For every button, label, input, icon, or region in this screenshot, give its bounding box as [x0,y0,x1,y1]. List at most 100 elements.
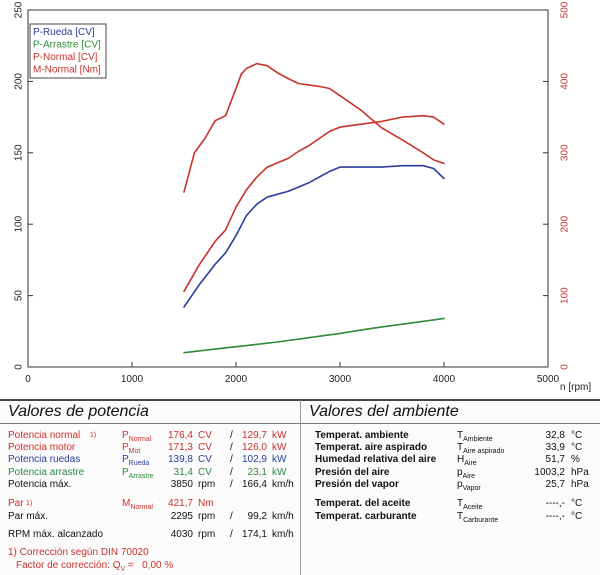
environment-panel-title: Valores del ambiente [309,403,459,420]
power-row-separator: / [230,442,233,454]
environment-row: Humedad relativa del aire HAire 51,7% [301,453,600,467]
y-right-tick-label: 200 [560,215,571,232]
footnote-marker: 1) [26,500,33,507]
power-row-label: Potencia motor [8,442,76,454]
power-row: Potencia motor PMot 171,3 CV / 126,0 kW [0,441,300,455]
par-max-value2: 99,2 [247,511,267,522]
environment-row-unit: °C [571,430,583,441]
symbol-subscript: Normal [130,504,153,511]
series-line-2 [183,114,445,293]
power-row-unit2: km/h [272,478,294,490]
symbol-subscript: Ambiente [463,436,493,443]
environment-row-symbol: TAmbiente [457,429,493,446]
par-max-unit2: km/h [272,511,294,522]
environment-row-label: Presión del aire [315,466,390,478]
x-axis-label: n [rpm] [560,382,591,393]
plot-frame [27,9,549,368]
power-row-unit2: kW [272,442,287,454]
environment-row-label: Temperat. aire aspirado [315,442,428,454]
power-row: Potencia arrastre PArrastre 31,4 CV / 23,1 kW [0,466,300,480]
legend-entry: P-Arrastre [CV] [33,40,101,51]
symbol-subscript: Normal [128,436,152,443]
power-row-unit: CV [198,442,212,454]
environment-row-symbol: TAire aspirado [457,441,504,458]
symbol-subscript: Aire [464,460,477,468]
y-left-tick-label: 250 [14,1,25,18]
environment-row-value: 1003,2 [534,466,565,478]
power-row-value2: 23,1 [247,466,267,478]
environment-row: Presión del vapor pVapor 25,7 hPa [301,478,600,492]
power-row-symbol: PRueda [122,453,149,470]
rpm-max-value: 4030 [170,529,193,540]
symbol-subscript: Aire aspirado [463,448,505,456]
x-tick-label: 5000 [537,374,560,385]
power-row-unit: CV [198,454,212,466]
par-unit: Nm [198,498,214,509]
correction-factor-value: = 0,00 % [125,560,174,571]
y-right-tick-label: 0 [560,364,571,370]
par-row: Par 1) MNormal 421,7 Nm [0,497,300,511]
environment-row: Temperat. del aceite TAceite ----,- °C [301,497,600,511]
symbol-letter: M [122,498,131,509]
power-row-label: Potencia ruedas [8,454,81,466]
power-row-label: Potencia normal [8,430,81,441]
symbol-subscript: Rueda [128,460,150,468]
y-left-tick-label: 0 [14,364,25,370]
x-tick-label: 3000 [329,374,352,385]
environment-row-value: 33,9 [545,442,565,454]
environment-row-symbol: HAire [457,453,477,470]
symbol-letter: T [457,430,464,441]
power-row-unit: rpm [198,478,216,490]
symbol-subscript: Carburante [463,517,499,524]
environment-row-label: Temperat. ambiente [315,430,409,441]
power-row-unit2: kW [272,430,287,441]
power-row: Potencia normal 1) PNormal 176,4 CV / 129,7 kW [0,429,300,443]
environment-row-value: 25,7 [545,478,565,490]
environment-row-label: Humedad relativa del aire [315,454,437,466]
par-max-separator: / [230,511,233,522]
power-row-value: 171,3 [167,442,193,454]
environment-row-value: ----,- [545,498,565,509]
rpm-max-label: RPM máx. alcanzado [8,529,104,540]
environment-row-unit: hPa [571,466,589,478]
x-tick-label: 1000 [121,374,144,385]
environment-row-symbol: pVapor [457,478,481,495]
par-max-unit: rpm [198,511,216,522]
power-row-unit2: kW [272,466,287,478]
environment-row-unit: % [571,454,580,466]
power-row-label: Potencia máx. [8,478,72,490]
power-row-symbol: PMot [122,441,140,458]
power-row-value: 3850 [170,478,193,490]
y-right-tick-label: 300 [560,144,571,161]
symbol-letter: p [457,478,463,490]
symbol-subscript: Vapor [462,484,481,492]
symbol-letter: P [122,466,129,478]
symbol-letter: p [457,466,463,478]
y-left-tick-label: 100 [14,215,25,232]
environment-row-unit: hPa [571,478,589,490]
legend-entry: P-Normal [CV] [33,52,98,63]
rpm-max-value2: 174,1 [241,529,267,540]
rpm-max-unit2: km/h [272,529,294,540]
symbol-subscript: Arrastre [128,472,154,480]
power-panel-title: Valores de potencia [8,403,149,420]
footnote-marker: 1) [90,432,97,439]
par-value: 421,7 [167,498,193,509]
environment-row: Presión del aire pAire 1003,2 hPa [301,466,600,480]
power-row-unit2: kW [272,454,287,466]
environment-row-symbol: pAire [457,466,475,483]
symbol-letter: P [122,454,129,466]
divider [301,423,600,424]
symbol-letter: T [457,511,464,522]
environment-row-unit: °C [571,498,583,509]
environment-row-unit: °C [571,511,583,522]
symbol-letter: H [457,454,465,466]
power-row-separator: / [230,478,233,490]
power-row-value: 31,4 [173,466,193,478]
symbol-subscript: Mot [128,448,141,456]
y-right-tick-label: 100 [560,287,571,304]
environment-row-value: ----,- [545,511,565,522]
environment-row-value: 32,8 [545,430,565,441]
symbol-letter: T [457,442,464,454]
